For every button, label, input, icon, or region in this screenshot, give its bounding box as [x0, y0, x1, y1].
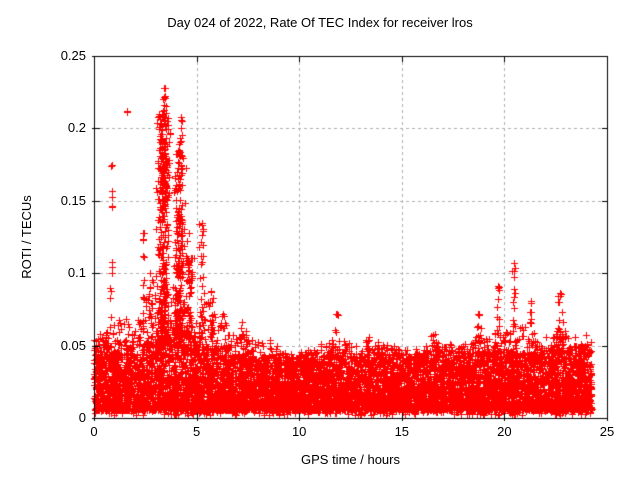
- y-axis-title: ROTI / TECUs: [19, 195, 34, 279]
- y-tick-label: 0: [78, 410, 86, 425]
- x-tick-label: 5: [192, 424, 201, 439]
- x-axis-title: GPS time / hours: [301, 452, 400, 467]
- y-tick-label: 0.15: [60, 192, 86, 208]
- y-tick-label: 0.1: [67, 265, 86, 281]
- x-tick-label: 10: [291, 424, 307, 439]
- x-tick-label: 25: [599, 424, 615, 439]
- x-tick-label: 0: [90, 424, 98, 439]
- chart-title: Day 024 of 2022, Rate Of TEC Index for r…: [167, 15, 473, 30]
- y-tick-label: 0.25: [60, 48, 86, 63]
- x-tick-label: 20: [497, 424, 512, 439]
- y-tick-label: 0.05: [60, 337, 86, 353]
- x-tick-label: 15: [394, 424, 410, 439]
- y-tick-label: 0.2: [67, 120, 86, 136]
